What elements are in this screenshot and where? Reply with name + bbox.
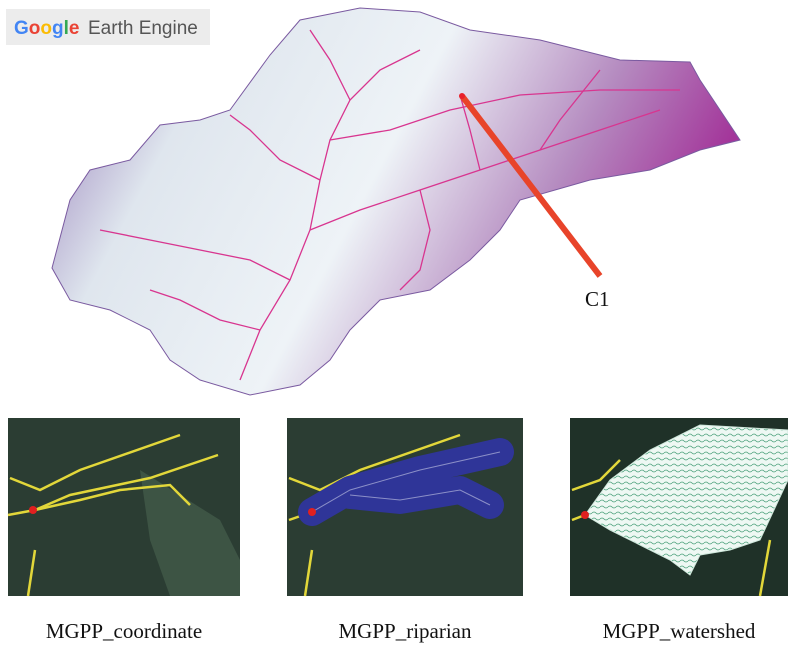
logo: Google Earth Engine [6,9,210,45]
brand-letter: o [29,18,41,39]
outlet-point [581,511,589,519]
point-label: C1 [585,287,610,311]
outlet-point [29,506,37,514]
terrain-surface [52,8,740,395]
brand-letter: o [40,18,52,39]
logo-brand: Google [14,18,79,39]
panel-caption: MGPP_watershed [603,619,756,643]
brand-letter: e [69,18,80,39]
c1-point [459,93,465,99]
panel-caption: MGPP_riparian [339,619,472,643]
brand-letter: G [14,18,29,39]
panel-riparian: MGPP_riparian [287,418,523,643]
figure: Google Earth Engine C1 [0,0,788,646]
terrain-3d: C1 [52,8,740,395]
panel-caption: MGPP_coordinate [46,619,202,643]
panel-coordinate: MGPP_coordinate [8,418,240,643]
panel-watershed: MGPP_watershed [570,418,788,643]
outlet-point [308,508,316,516]
brand-letter: g [52,18,64,39]
logo-product: Earth Engine [88,18,198,39]
